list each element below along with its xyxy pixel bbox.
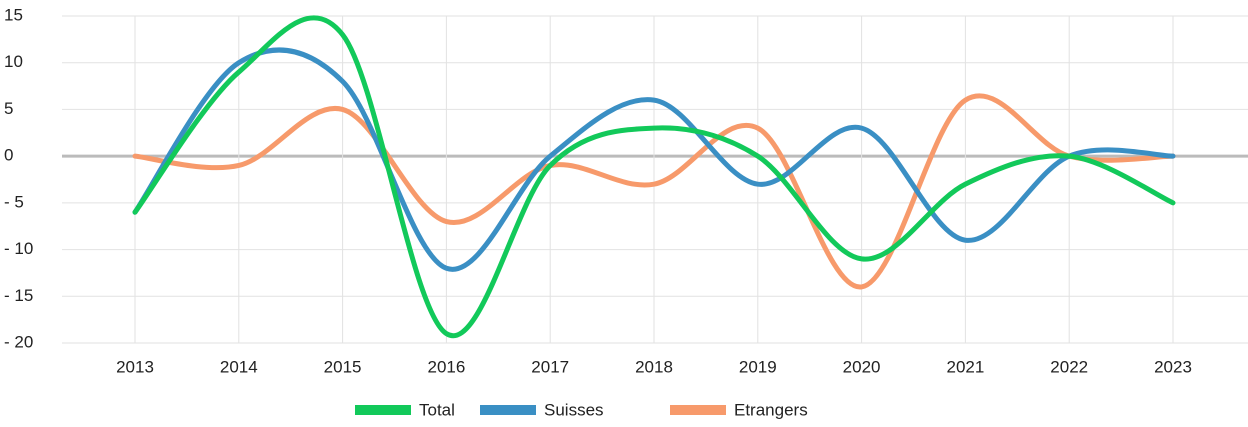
series-line [132, 47, 1176, 272]
series-line [132, 93, 1176, 290]
y-tick-label: - 10 [4, 239, 33, 258]
y-tick-label: 0 [4, 146, 13, 165]
series-line [132, 15, 1176, 339]
legend-label: Suisses [544, 400, 604, 419]
x-tick-label: 2023 [1154, 357, 1192, 376]
x-tick-label: 2015 [324, 357, 362, 376]
legend-swatch [480, 405, 536, 415]
x-tick-label: 2013 [116, 357, 154, 376]
legend-swatch [670, 405, 726, 415]
legend-label: Etrangers [734, 400, 808, 419]
y-tick-label: 15 [4, 5, 23, 24]
y-tick-label: 10 [4, 52, 23, 71]
x-tick-label: 2021 [946, 357, 984, 376]
y-tick-label: - 5 [4, 192, 24, 211]
x-tick-label: 2019 [739, 357, 777, 376]
x-tick-label: 2018 [635, 357, 673, 376]
y-tick-label: 5 [4, 99, 13, 118]
legend-label: Total [419, 400, 455, 419]
legend-swatch [355, 405, 411, 415]
lines [132, 15, 1176, 339]
x-tick-label: 2022 [1050, 357, 1088, 376]
grid [62, 15, 1248, 344]
y-tick-label: - 15 [4, 286, 33, 305]
x-tick-label: 2016 [427, 357, 465, 376]
y-tick-label: - 20 [4, 332, 33, 351]
labels: - 20 - 15 - 10 - 5 0 5 10 15 2013 2014 2015 2016 201… [4, 5, 1192, 419]
x-tick-label: 2017 [531, 357, 569, 376]
x-tick-label: 2020 [843, 357, 881, 376]
x-tick-label: 2014 [220, 357, 258, 376]
